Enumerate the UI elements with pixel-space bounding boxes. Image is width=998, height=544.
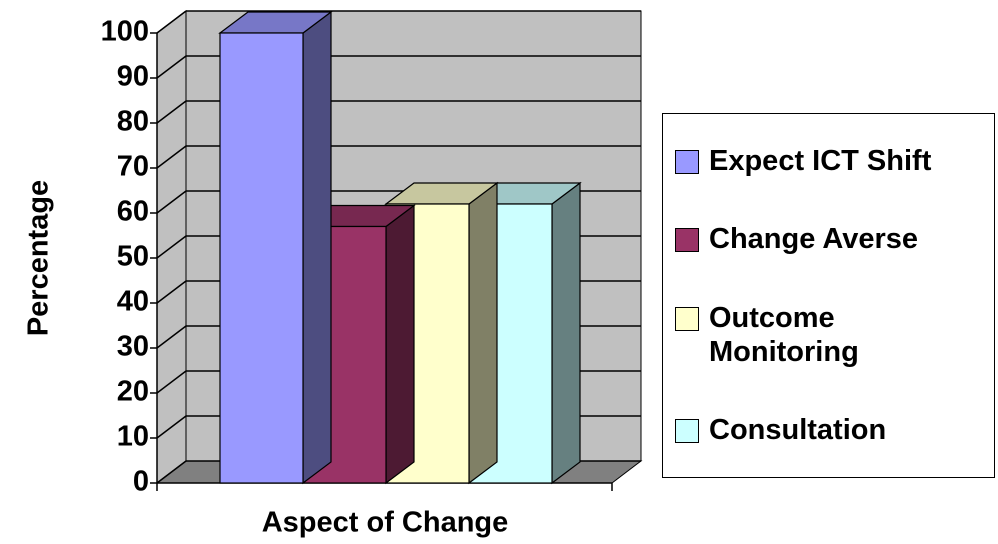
grid-line bbox=[156, 415, 187, 439]
legend-entry: Consultation bbox=[675, 413, 994, 447]
bar-side bbox=[385, 204, 415, 485]
y-tick-label: 90 bbox=[117, 61, 149, 93]
y-tick-label: 70 bbox=[117, 151, 149, 183]
legend: Expect ICT Shift Change Averse Outcome Mon… bbox=[662, 113, 995, 478]
grid-line bbox=[156, 370, 187, 394]
bar-side bbox=[468, 181, 498, 485]
grid-line bbox=[156, 100, 187, 124]
grid-line bbox=[156, 55, 187, 79]
legend-entry: Change Averse bbox=[675, 222, 994, 256]
grid-line bbox=[156, 325, 187, 349]
grid-line bbox=[156, 145, 187, 169]
bar-side bbox=[302, 10, 332, 485]
y-tick-label: 30 bbox=[117, 331, 149, 363]
legend-label: Outcome Monitoring bbox=[709, 301, 859, 368]
legend-swatch bbox=[675, 228, 699, 253]
legend-label: Consultation bbox=[709, 413, 887, 446]
y-tick-label: 60 bbox=[117, 196, 149, 228]
legend-entry: Expect ICT Shift bbox=[675, 144, 994, 178]
grid-line bbox=[156, 460, 187, 484]
grid-line bbox=[156, 280, 187, 304]
legend-label: Change Averse bbox=[709, 223, 918, 256]
y-tick-label: 0 bbox=[133, 466, 149, 498]
y-tick-label: 10 bbox=[117, 421, 149, 453]
y-tick-label: 80 bbox=[117, 106, 149, 138]
x-axis-title: Aspect of Change bbox=[262, 507, 509, 539]
grid-line bbox=[156, 10, 187, 34]
legend-swatch bbox=[675, 306, 699, 331]
y-axis-title: Percentage bbox=[23, 180, 55, 336]
legend-swatch bbox=[675, 418, 699, 443]
legend-label: Expect ICT Shift bbox=[709, 145, 932, 178]
y-tick-label: 40 bbox=[117, 286, 149, 318]
grid-line bbox=[156, 190, 187, 214]
legend-swatch bbox=[675, 150, 699, 175]
bar bbox=[219, 32, 304, 484]
grid-line bbox=[156, 235, 187, 259]
y-tick-label: 50 bbox=[117, 241, 149, 273]
y-tick-label: 20 bbox=[117, 376, 149, 408]
legend-entry: Outcome Monitoring bbox=[675, 301, 994, 369]
y-tick-label: 100 bbox=[101, 16, 149, 48]
bar-side bbox=[551, 181, 581, 485]
